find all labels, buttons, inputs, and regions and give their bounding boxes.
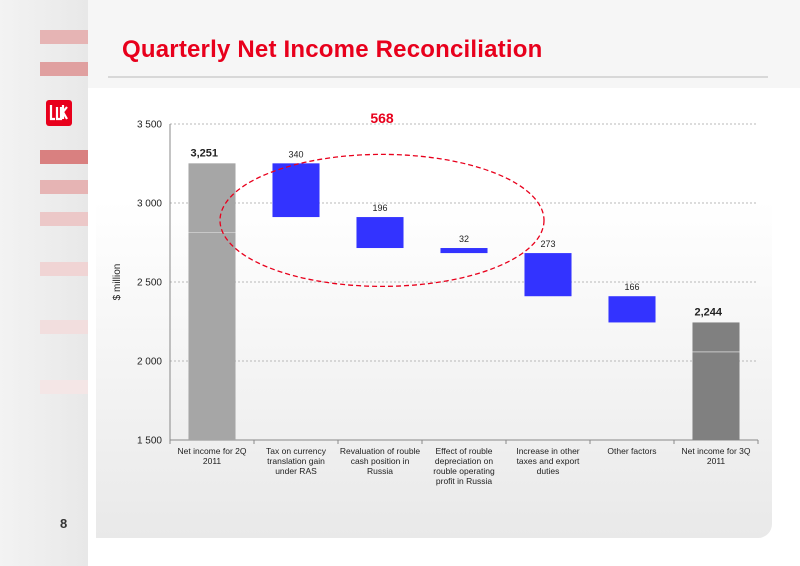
waterfall-bar — [692, 322, 740, 440]
x-tick-label: rouble operating — [433, 466, 495, 476]
data-label: 166 — [624, 282, 639, 292]
x-tick-label: 2011 — [707, 456, 726, 466]
left-decor-band — [0, 0, 88, 566]
company-logo-icon — [46, 100, 72, 126]
decor-stripe — [40, 150, 88, 164]
x-tick-label: Tax on currency — [266, 446, 327, 456]
y-tick-label: 3 000 — [137, 199, 162, 210]
x-tick-label: duties — [537, 466, 560, 476]
header-bar — [88, 0, 800, 88]
waterfall-bar — [272, 163, 320, 218]
x-tick-label: depreciation on — [435, 456, 493, 466]
waterfall-bar — [440, 248, 488, 254]
y-tick-label: 2 000 — [137, 357, 162, 368]
page-title: Quarterly Net Income Reconciliation — [122, 36, 543, 63]
page-number: 8 — [60, 516, 68, 531]
y-tick-label: 3 500 — [137, 120, 162, 131]
annotation-ellipse — [219, 153, 545, 288]
decor-stripe — [40, 262, 88, 276]
title-divider — [108, 76, 768, 78]
y-tick-label: 1 500 — [137, 436, 162, 447]
waterfall-bar — [524, 253, 572, 297]
x-tick-label: Revaluation of rouble — [340, 446, 421, 456]
y-tick-label: 2 500 — [137, 278, 162, 289]
waterfall-bar — [356, 217, 404, 249]
decor-stripe — [40, 180, 88, 194]
x-tick-label: 2011 — [203, 456, 222, 466]
data-label: 273 — [540, 239, 555, 249]
data-label: 2,244 — [694, 306, 722, 318]
x-tick-label: cash position in — [351, 456, 410, 466]
decor-stripe — [40, 212, 88, 226]
x-tick-label: Other factors — [607, 446, 656, 456]
x-tick-label: Effect of rouble — [435, 446, 492, 456]
data-label: 3,251 — [190, 147, 218, 159]
x-tick-label: Russia — [367, 466, 393, 476]
x-tick-label: Increase in other — [516, 446, 579, 456]
annotation-label: 568 — [370, 110, 394, 126]
x-tick-label: under RAS — [275, 466, 317, 476]
decor-stripe — [40, 320, 88, 334]
x-tick-label: profit in Russia — [436, 476, 492, 486]
y-axis-label: $ million — [112, 264, 123, 301]
data-label: 196 — [372, 203, 387, 213]
data-label: 32 — [459, 234, 469, 244]
x-tick-label: taxes and export — [517, 456, 580, 466]
x-tick-label: Net income for 2Q — [178, 446, 247, 456]
x-tick-label: Net income for 3Q — [682, 446, 751, 456]
decor-stripe — [40, 380, 88, 394]
waterfall-bar — [188, 163, 236, 441]
decor-stripe — [40, 62, 88, 76]
logo-glyph — [49, 105, 68, 121]
x-tick-label: translation gain — [267, 456, 325, 466]
waterfall-bar — [608, 296, 656, 323]
data-label: 340 — [288, 149, 303, 159]
decor-stripe — [40, 30, 88, 44]
